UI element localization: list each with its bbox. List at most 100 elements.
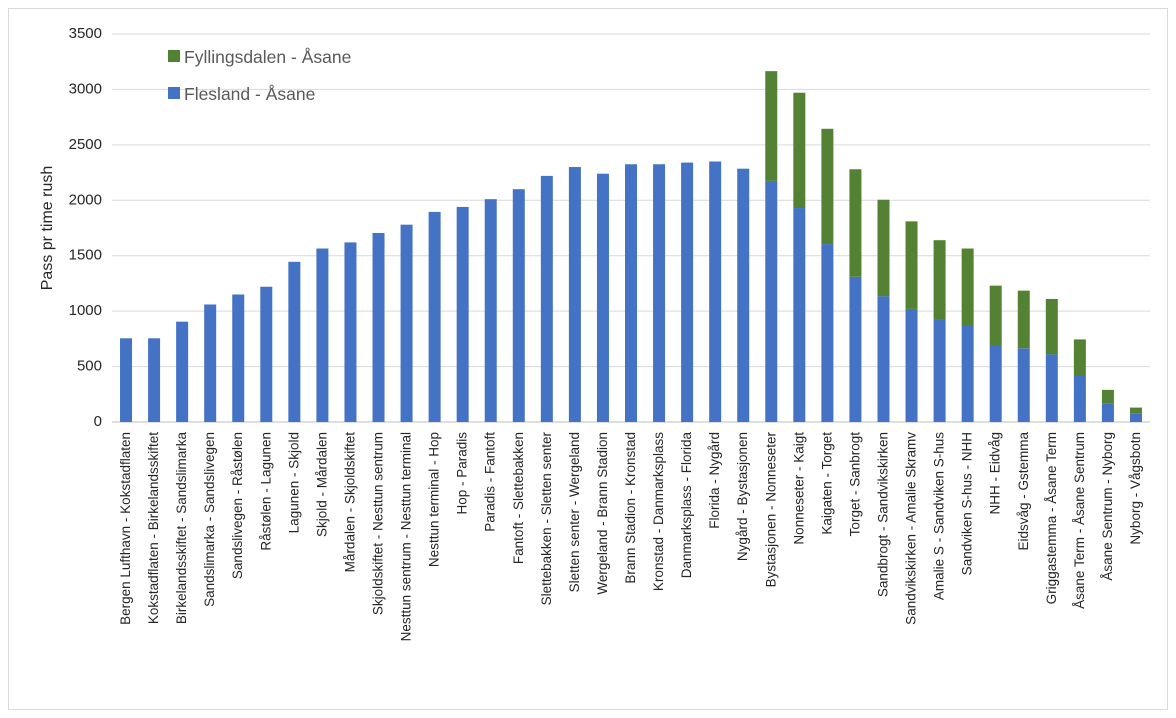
bar-flesland-asane: [540, 175, 553, 422]
bar-flesland-asane: [568, 167, 581, 422]
x-category-label: Nonneseter - Kaigt: [791, 432, 806, 545]
x-category-label: Birkelandsskiftet - Sandslimarka: [174, 432, 189, 625]
x-category-label: Kaigaten - Torget: [819, 432, 834, 535]
bar-flesland-asane: [372, 232, 385, 422]
x-category-label: Fantoft - Slettebakken: [511, 432, 526, 564]
bar-fyllingsdalen-asane: [1045, 298, 1058, 355]
x-category-label: Brann Stadion - Kronstad: [623, 432, 638, 584]
bar-flesland-asane: [765, 180, 778, 422]
bar-flesland-asane: [905, 308, 918, 422]
x-category-label: Slettebakken - Sletten senter: [539, 432, 554, 606]
y-axis-ticks: 0 500 1000 1500 2000 2500 3000 3500: [69, 25, 102, 430]
bar-flesland-asane: [681, 162, 694, 422]
bar-flesland-asane: [288, 261, 301, 422]
bar-fyllingsdalen-asane: [765, 71, 778, 181]
bar-flesland-asane: [260, 286, 273, 422]
bar-fyllingsdalen-asane: [821, 128, 834, 245]
legend-label-flesland: Flesland - Åsane: [184, 84, 315, 104]
bar-flesland-asane: [176, 321, 189, 422]
bar-fyllingsdalen-asane: [961, 248, 974, 325]
bar-flesland-asane: [456, 206, 469, 422]
bar-flesland-asane: [709, 161, 722, 422]
bar-flesland-asane: [989, 345, 1002, 422]
x-category-label: Mårdalen - Skjoldskiftet: [342, 432, 357, 573]
bar-flesland-asane: [793, 208, 806, 422]
x-category-label: Lagunen - Skjold: [286, 432, 301, 533]
y-tick-label: 0: [94, 413, 102, 430]
x-category-label: Griggastemma - Åsane Term: [1044, 432, 1059, 604]
x-category-label: Råstølen - Lagunen: [258, 432, 273, 551]
x-category-label: Nygård - Bystasjonen: [735, 432, 750, 561]
x-category-label: Sandbrogt - Sandvikskirken: [875, 432, 890, 597]
bar-fyllingsdalen-asane: [1017, 290, 1030, 349]
x-category-label: Eidsvåg - Gstemma: [1016, 432, 1031, 551]
bar-flesland-asane: [1101, 403, 1114, 422]
y-tick-label: 3500: [69, 25, 102, 42]
x-category-label: Åsane Term - Åsane Sentrum: [1072, 432, 1087, 609]
bar-fyllingsdalen-asane: [933, 240, 946, 320]
bar-flesland-asane: [1129, 413, 1142, 422]
legend-swatch-flesland: [168, 87, 180, 99]
bar-flesland-asane: [596, 173, 609, 422]
y-axis-title: Pass pr time rush: [39, 166, 56, 290]
bar-fyllingsdalen-asane: [793, 92, 806, 209]
bar-flesland-asane: [737, 168, 750, 422]
bar-flesland-asane: [625, 164, 637, 422]
bar-flesland-asane: [344, 242, 357, 422]
bar-flesland-asane: [204, 304, 217, 422]
x-category-label: Danmarksplass - Florida: [679, 432, 694, 579]
x-category-label: NHH - Eidvåg: [988, 432, 1003, 515]
bar-flesland-asane: [1017, 348, 1030, 422]
bar-flesland-asane: [961, 325, 974, 422]
bar-flesland-asane: [933, 319, 946, 422]
bar-flesland-asane: [877, 296, 890, 422]
bar-flesland-asane: [821, 244, 834, 422]
y-tick-label: 1000: [69, 302, 102, 319]
bar-fyllingsdalen-asane: [849, 169, 862, 277]
chart-area: [8, 8, 1168, 710]
y-tick-label: 3000: [69, 80, 102, 97]
bar-fyllingsdalen-asane: [905, 221, 918, 309]
x-category-label: Åsane Sentrum - Nyborg: [1100, 432, 1115, 581]
bar-flesland-asane: [148, 338, 161, 422]
x-category-label: Paradis - Fantoft: [483, 432, 498, 532]
x-category-label: Hop - Paradis: [455, 432, 470, 515]
y-tick-label: 1500: [69, 247, 102, 264]
bar-flesland-asane: [400, 224, 413, 422]
bar-fyllingsdalen-asane: [877, 199, 890, 297]
bar-flesland-asane: [232, 294, 245, 422]
x-category-label: Bystasjonen - Nonneseter: [763, 432, 778, 588]
x-category-label: Torget - Sanbrogt: [847, 432, 862, 537]
x-category-label: Sandvikskirken - Amalie Skramv: [904, 432, 919, 625]
y-tick-label: 500: [77, 358, 102, 375]
x-category-label: Nesttun terminal - Hop: [427, 432, 442, 567]
bar-flesland-asane: [1073, 375, 1086, 422]
bar-flesland-asane: [1045, 354, 1058, 422]
x-category-label: Amalie S - Sandviken S-hus: [932, 432, 947, 600]
bar-flesland-asane: [653, 164, 666, 422]
bar-fyllingsdalen-asane: [989, 285, 1002, 346]
bar-fyllingsdalen-asane: [1073, 339, 1086, 376]
bar-fyllingsdalen-asane: [1101, 389, 1114, 404]
x-category-label: Sletten senter - Wergeland: [567, 432, 582, 592]
bars: [120, 71, 1142, 422]
y-tick-label: 2500: [69, 136, 102, 153]
y-tick-label: 2000: [69, 191, 102, 208]
bar-flesland-asane: [484, 199, 497, 422]
x-category-label: Sandslimarka - Sandslivegen: [202, 432, 217, 607]
x-category-label: Kokstadflaten - Birkelandsskiftet: [146, 432, 161, 624]
x-category-label: Nyborg - Vågsbotn: [1128, 432, 1143, 545]
legend: Fyllingsdalen - Åsane Flesland - Åsane: [168, 47, 351, 104]
x-category-label: Sandviken S-hus - NHH: [960, 432, 975, 575]
x-category-label: Sandslivegen - Råstølen: [230, 432, 245, 579]
bar-flesland-asane: [512, 189, 525, 422]
x-axis-category-labels: Bergen Lufthavn - Kokstadflaten Kokstadfl…: [118, 432, 1143, 642]
x-category-label: Nesttun sentrum - Nesttun terminal: [399, 432, 414, 641]
bar-flesland-asane: [849, 276, 862, 422]
x-category-label: Kronstad - Danmarksplass: [651, 432, 666, 591]
legend-swatch-fyllingsdalen: [168, 50, 180, 62]
bar-fyllingsdalen-asane: [1129, 407, 1142, 414]
bar-flesland-asane: [120, 338, 133, 422]
x-category-label: Bergen Lufthavn - Kokstadflaten: [118, 432, 133, 625]
